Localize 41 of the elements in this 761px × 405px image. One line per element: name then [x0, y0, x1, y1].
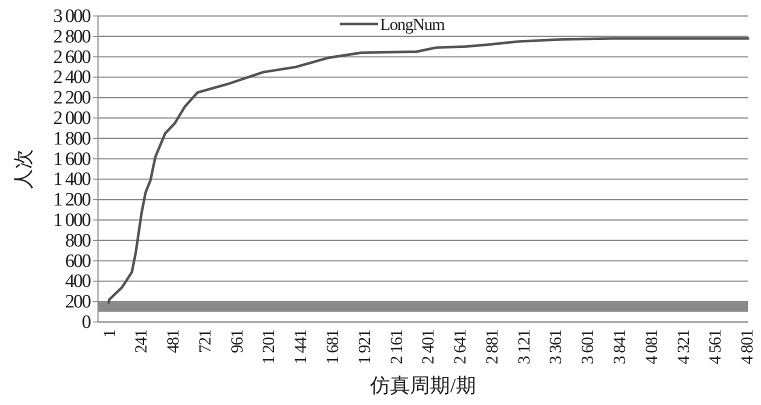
- y-tick-label: 1 400: [53, 169, 91, 190]
- x-tick-label: 4 801: [738, 330, 757, 364]
- x-tick-label: 2 161: [386, 330, 406, 364]
- y-axis-title: 人次: [13, 149, 35, 189]
- y-tick-label: 2 800: [53, 26, 91, 48]
- x-tick-label: 2 641: [450, 330, 470, 364]
- y-tick-label: 1 000: [53, 210, 91, 231]
- x-tick-label: 1: [100, 330, 119, 338]
- y-tick-label: 200: [65, 292, 91, 313]
- x-tick-label: 4 561: [706, 330, 725, 364]
- x-tick-label: 481: [164, 330, 183, 354]
- x-tick-label: 1 921: [354, 330, 374, 364]
- legend-label: LongNum: [380, 15, 445, 34]
- y-tick-label: 1 600: [53, 148, 91, 170]
- x-tick-label: 3 601: [578, 330, 598, 364]
- x-tick-label: 3 121: [514, 330, 534, 364]
- y-tick-label: 2 600: [53, 46, 91, 68]
- x-tick-label: 721: [195, 330, 214, 354]
- y-tick-label: 2 200: [53, 88, 91, 109]
- y-tick-label: 3 000: [53, 6, 91, 27]
- x-tick-label: 3 841: [610, 330, 629, 364]
- x-axis-title: 仿真周期/期: [369, 375, 476, 397]
- y-tick-label: 600: [65, 250, 91, 272]
- x-tick-label: 961: [227, 330, 246, 354]
- x-tick-label: 1 441: [291, 330, 310, 364]
- line-series: [107, 37, 750, 304]
- x-tick-label: 4 321: [674, 330, 693, 364]
- y-tick-label: 1 800: [53, 128, 91, 150]
- y-tick-label: 1 200: [53, 190, 91, 211]
- y-tick-label: 0: [82, 312, 91, 333]
- x-tick-label: 1 681: [322, 330, 342, 364]
- y-tick-label: 2 400: [53, 67, 91, 88]
- x-tick-label: 1 201: [259, 330, 278, 364]
- x-tick-label: 241: [132, 330, 151, 354]
- y-tick-label: 800: [65, 230, 91, 252]
- x-tick-label: 2 881: [482, 330, 502, 364]
- x-tick-label: 3 361: [546, 330, 566, 364]
- y-tick-label: 2 000: [53, 108, 91, 129]
- x-tick-label: 2 401: [418, 330, 438, 364]
- x-tick-label: 4 081: [642, 330, 661, 364]
- y-tick-label: 400: [65, 271, 91, 292]
